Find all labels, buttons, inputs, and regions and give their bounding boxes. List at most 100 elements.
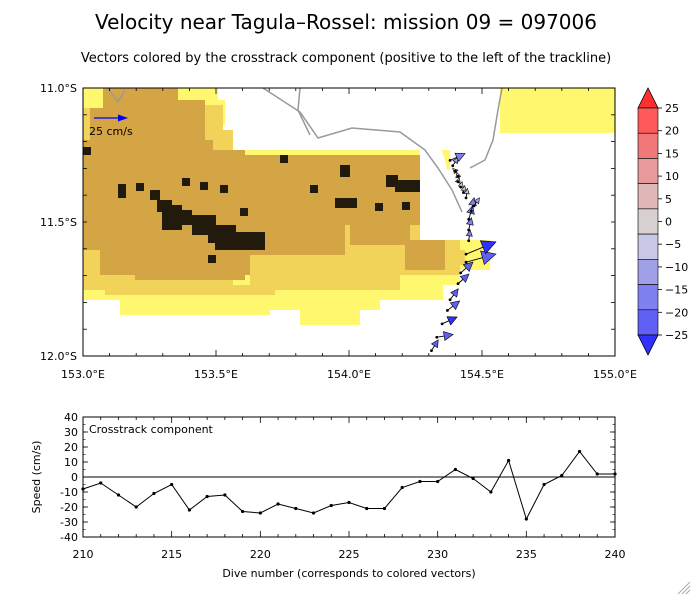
vector-origin-4 [448, 298, 452, 302]
bathy-deepest-14 [208, 255, 216, 263]
vector-head-15 [460, 185, 467, 192]
bathy-deep-8 [405, 240, 445, 270]
map-y-tick-label-0: 11.0°S [40, 82, 77, 95]
vector-origin-12 [469, 209, 473, 213]
vector-head-6 [462, 261, 474, 272]
vector-head-9 [465, 229, 473, 237]
vector-head-13 [473, 197, 480, 205]
speed-chart-annotation: Crosstrack component [89, 423, 214, 436]
crosstrack-point-12 [294, 506, 298, 511]
vector-head-1 [443, 331, 454, 342]
vector-origin-3 [446, 309, 449, 312]
vector-head-21 [454, 152, 466, 162]
vector-origin-15 [461, 191, 465, 194]
crosstrack-point-21 [453, 467, 457, 472]
crosstrack-point-16 [365, 506, 369, 511]
crosstrack-point-15 [347, 500, 351, 505]
crosstrack-point-17 [382, 506, 387, 511]
colorbar-label-7: −10 [665, 261, 688, 274]
speed-x-tick-label-0: 210 [73, 548, 94, 561]
bathy-shallow-7 [300, 300, 360, 325]
vector-origin-8 [464, 252, 468, 256]
crosstrack-point-1 [99, 481, 103, 485]
speed-y-tick-label-1: 30 [64, 426, 78, 439]
map-axes: 153.0°E 153.5°E 154.0°E 154.5°E 155.0°E 11.0°… [40, 82, 637, 381]
bathy-deepest-16 [310, 185, 318, 193]
colorbar-label-1: 20 [665, 125, 679, 138]
vector-head-3 [449, 300, 461, 311]
bathy-deep-7 [350, 220, 410, 245]
open-water-area [420, 88, 500, 240]
crosstrack-point-18 [400, 485, 404, 490]
crosstrack-point-4 [152, 491, 156, 496]
bathy-deepest-18 [335, 198, 357, 208]
map-x-tick-label-2: 154.0°E [327, 368, 371, 381]
colorbar: 25 20 15 10 5 0 −5 −10 −15 −20 −25 [637, 87, 688, 356]
vector-head-7 [480, 250, 497, 266]
crosstrack-point-30 [613, 472, 617, 476]
bathy-mid-6 [440, 250, 465, 265]
bathy-deep-0 [83, 88, 178, 103]
bathy-deepest-9 [215, 232, 265, 250]
bathy-mid-3 [250, 250, 400, 290]
vector-origin-1 [435, 335, 439, 339]
coastline-line-2 [297, 87, 311, 136]
speed-chart-axes: 210 215 220 225 230 235 240 40 30 20 10 0 -10 -20 -30 -… [60, 411, 625, 561]
bathy-deepest-10 [182, 178, 190, 186]
crosstrack-point-27 [560, 473, 564, 478]
colorbar-label-5: 0 [665, 216, 672, 229]
crosstrack-point-24 [507, 458, 511, 463]
chart-title: Velocity near Tagula–Rossel: mission 09 … [95, 10, 597, 34]
colorbar-box-3 [637, 183, 659, 210]
scale-arrow-group: 25 cm/s [89, 114, 133, 138]
crosstrack-line [82, 450, 615, 521]
scale-arrow-head [118, 114, 128, 122]
vector-origin-9 [467, 239, 471, 243]
crosstrack-point-8 [223, 493, 227, 497]
crosstrack-point-10 [258, 511, 262, 515]
chart-subtitle: Vectors colored by the crosstrack compon… [81, 51, 611, 66]
crosstrack-point-13 [311, 511, 316, 515]
speed-y-tick-label-0: 40 [64, 411, 78, 424]
map-y-tick-label-2: 12.0°S [40, 350, 77, 363]
bathy-deepest-12 [220, 185, 228, 193]
bathy-shallow-5 [120, 295, 270, 315]
vector-origin-20 [451, 164, 455, 168]
crosstrack-point-11 [276, 502, 280, 506]
speed-x-tick-label-5: 235 [516, 548, 537, 561]
crosstrack-point-2 [116, 493, 121, 497]
colorbar-label-0: 25 [665, 102, 679, 115]
bathy-deepest-3 [150, 190, 160, 200]
colorbar-label-3: 10 [665, 170, 679, 183]
vector-head-5 [459, 273, 470, 283]
colorbar-box-8 [637, 309, 659, 336]
vector-shaft-7 [465, 257, 483, 263]
vector-origin-2 [440, 322, 444, 326]
colorbar-box-0 [637, 107, 659, 134]
vector-origin-0 [430, 349, 433, 353]
vector-origin-13 [472, 204, 476, 208]
scale-arrow-label: 25 cm/s [89, 125, 133, 138]
crosstrack-point-28 [577, 449, 582, 454]
resize-grip-icon[interactable] [677, 581, 691, 595]
map-y-tick-label-1: 11.5°S [40, 216, 77, 229]
crosstrack-point-20 [436, 479, 440, 484]
bathy-shallow-12 [515, 95, 545, 130]
colorbar-box-2 [637, 158, 659, 184]
crosstrack-point-6 [187, 508, 191, 512]
colorbar-label-4: 5 [665, 193, 672, 206]
vector-origin-10 [467, 228, 471, 232]
bathymetry-layer [83, 88, 615, 325]
colorbar-box-1 [637, 132, 659, 159]
vector-origin-5 [456, 282, 460, 286]
y-axis-label: Speed (cm/s) [30, 441, 43, 514]
bathy-deepest-21 [395, 180, 420, 192]
colorbar-box-7 [637, 284, 659, 311]
crosstrack-point-5 [170, 482, 174, 487]
vector-head-10 [466, 217, 474, 226]
vector-origin-11 [467, 217, 471, 221]
bathy-deepest-2 [136, 183, 144, 191]
vector-origin-21 [448, 158, 452, 162]
bathy-deepest-6 [172, 210, 192, 225]
coastline-line-1 [469, 87, 503, 169]
